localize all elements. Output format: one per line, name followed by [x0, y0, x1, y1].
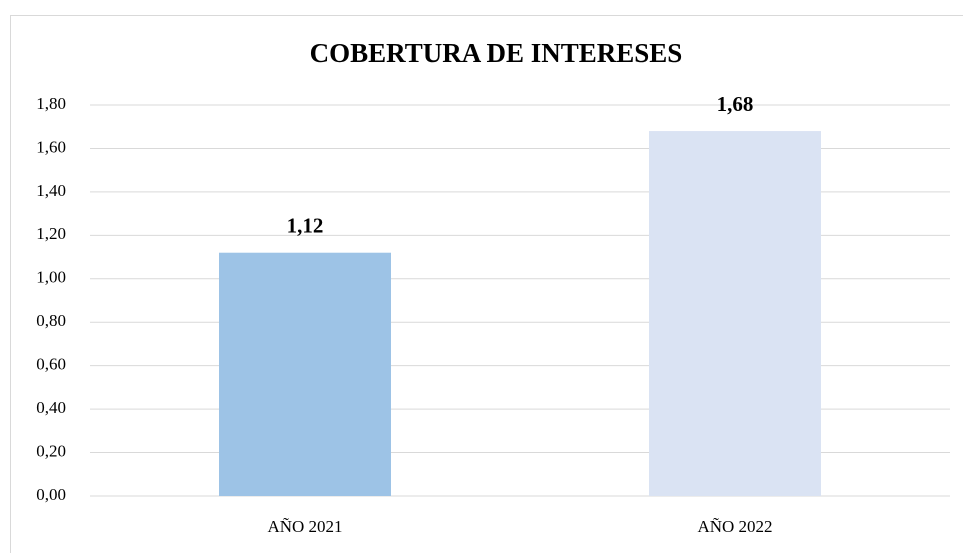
chart-title: COBERTURA DE INTERESES	[310, 38, 683, 68]
data-label: 1,68	[717, 92, 754, 116]
y-tick-label: 1,60	[36, 137, 66, 156]
y-tick-label: 0,40	[36, 398, 66, 417]
y-tick-label: 1,00	[36, 268, 66, 287]
bar	[649, 131, 821, 497]
y-tick-label: 1,20	[36, 224, 66, 243]
y-tick-label: 0,00	[36, 485, 66, 504]
x-tick-label: AÑO 2022	[697, 517, 772, 536]
y-tick-label: 0,20	[36, 441, 66, 460]
y-tick-label: 0,60	[36, 355, 66, 374]
data-label: 1,12	[287, 214, 324, 238]
x-tick-label: AÑO 2021	[267, 517, 342, 536]
y-tick-label: 1,40	[36, 181, 66, 200]
y-tick-label: 1,80	[36, 94, 66, 113]
y-tick-label: 0,80	[36, 311, 66, 330]
bar	[219, 252, 391, 496]
